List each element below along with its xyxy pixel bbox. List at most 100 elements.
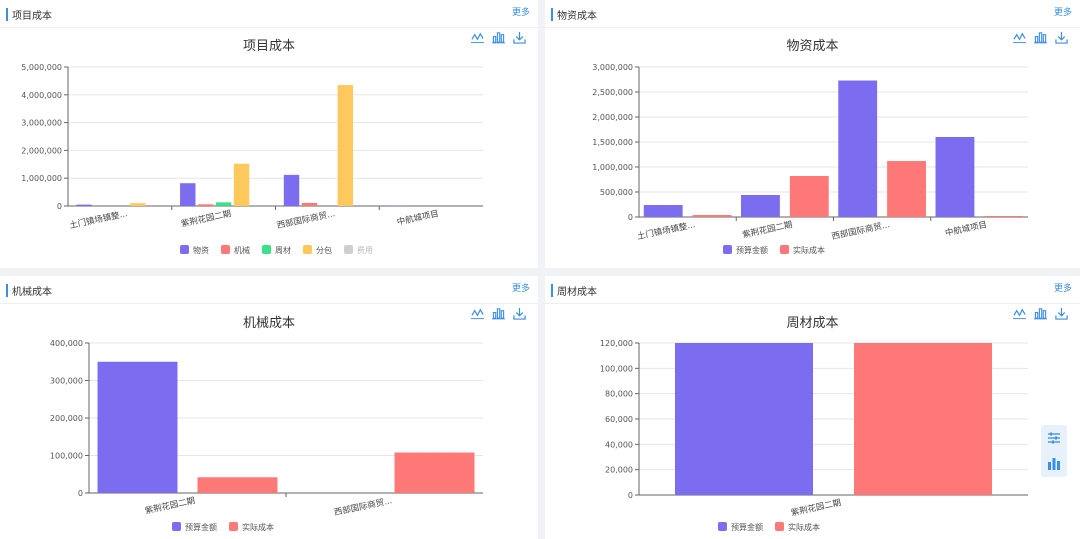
x-tick-label: 紫荆花园二期 <box>741 219 793 240</box>
chart-toolbox <box>1013 307 1068 320</box>
bar-chart-icon[interactable] <box>1034 307 1047 320</box>
line-chart-icon[interactable] <box>1013 307 1026 320</box>
legend-label: 物资 <box>193 245 209 255</box>
bar[interactable] <box>935 137 975 217</box>
header-accent <box>551 8 553 21</box>
panel-title: 周材成本 <box>557 287 597 298</box>
legend-item[interactable]: 实际成本 <box>780 245 825 255</box>
header-accent <box>551 284 553 297</box>
legend-swatch <box>723 245 732 254</box>
bar[interactable] <box>97 361 178 493</box>
y-tick-label: 500,000 <box>600 188 633 197</box>
bar[interactable] <box>692 215 732 217</box>
bar-chart-icon[interactable] <box>492 31 505 44</box>
legend-item[interactable]: 预算金额 <box>723 245 768 255</box>
more-link[interactable]: 更多 <box>1053 8 1072 18</box>
legend-label: 预算金额 <box>185 522 217 532</box>
header-accent <box>6 284 8 297</box>
x-tick-label: 西部国际商贸... <box>333 495 393 518</box>
panel-title: 物资成本 <box>557 11 597 22</box>
x-tick-label: 中航城项目 <box>944 219 988 239</box>
y-tick-label: 400,000 <box>50 339 83 348</box>
bar[interactable] <box>789 176 829 217</box>
chart-title: 机械成本 <box>242 316 295 331</box>
y-tick-label: 4,000,000 <box>21 91 62 100</box>
more-link[interactable]: 更多 <box>511 8 530 18</box>
bar-chart-icon[interactable] <box>1034 31 1047 44</box>
y-tick-label: 100,000 <box>50 452 83 461</box>
bar-chart: 0 1,000,000 2,000,000 3,000,000 4,000,000 5,0… <box>21 63 483 255</box>
bar[interactable] <box>887 161 926 217</box>
chart-toolbox <box>471 307 526 320</box>
y-tick-label: 80,000 <box>605 390 633 399</box>
more-link[interactable]: 更多 <box>511 284 530 294</box>
bar[interactable] <box>197 204 214 206</box>
bar[interactable] <box>394 452 475 494</box>
y-tick-label: 60,000 <box>605 415 633 424</box>
download-icon[interactable] <box>513 31 526 44</box>
legend-label: 预算金额 <box>731 522 763 532</box>
y-tick-label: 1,000,000 <box>592 163 633 172</box>
x-tick-label: 紫荆花园二期 <box>790 497 842 518</box>
legend-item[interactable]: 物资 <box>180 245 209 255</box>
x-tick-label: 中航城项目 <box>396 208 440 228</box>
legend-item[interactable]: 周材 <box>262 245 291 255</box>
legend-swatch <box>718 522 727 531</box>
bar[interactable] <box>984 216 1024 217</box>
bar-chart-icon[interactable] <box>1047 456 1061 470</box>
sliders-icon[interactable] <box>1047 431 1061 445</box>
bar[interactable] <box>741 195 780 217</box>
legend-item[interactable]: 预算金额 <box>172 522 217 532</box>
bar[interactable] <box>387 205 403 206</box>
bar[interactable] <box>675 343 813 495</box>
bar-chart-icon[interactable] <box>492 307 505 320</box>
legend-item[interactable]: 实际成本 <box>775 522 820 532</box>
legend-swatch <box>780 245 789 254</box>
more-link[interactable]: 更多 <box>1053 284 1072 294</box>
panel-machinery-cost: 机械成本 更多 机械成本 0 100,000 200,000 300,000 400,0… <box>0 276 538 539</box>
bar[interactable] <box>301 202 318 206</box>
bar[interactable] <box>233 163 250 206</box>
bar[interactable] <box>180 183 196 206</box>
panel-material-cost: 物资成本 更多 物资成本 0 500,000 1,000,000 1,500,000 2… <box>545 0 1080 268</box>
y-tick-label: 0 <box>57 202 62 211</box>
panel-turnover-material-cost: 周材成本 更多 周材成本 0 20,000 40,000 60,000 80,000 10… <box>545 276 1080 539</box>
bar[interactable] <box>76 204 92 206</box>
bar[interactable] <box>337 85 354 206</box>
y-tick-label: 20,000 <box>605 466 633 475</box>
line-chart-icon[interactable] <box>471 307 484 320</box>
legend-item[interactable]: 费用 <box>344 245 373 255</box>
y-tick-label: 3,000,000 <box>592 63 633 72</box>
download-icon[interactable] <box>513 307 526 320</box>
y-tick-label: 200,000 <box>50 414 83 423</box>
legend-label: 实际成本 <box>793 245 825 255</box>
bar[interactable] <box>854 343 992 495</box>
bar-chart: 0 100,000 200,000 300,000 400,000 紫荆花园二期 西部国际商… <box>50 339 483 532</box>
bar[interactable] <box>215 202 232 206</box>
legend-item[interactable]: 机械 <box>221 245 250 255</box>
panel-header: 物资成本 更多 <box>545 0 1080 28</box>
floating-toolbar <box>1041 425 1067 477</box>
bar[interactable] <box>130 203 146 206</box>
y-tick-label: 2,000,000 <box>592 113 633 122</box>
legend-swatch <box>775 522 784 531</box>
x-tick-label: 土门镇场镇整... <box>636 219 696 242</box>
legend-swatch <box>221 245 230 254</box>
bar[interactable] <box>838 80 878 218</box>
bar[interactable] <box>643 205 683 217</box>
line-chart-icon[interactable] <box>471 31 484 44</box>
legend-item[interactable]: 预算金额 <box>718 522 763 532</box>
x-tick-label: 西部国际商贸... <box>831 219 891 242</box>
line-chart-icon[interactable] <box>1013 31 1026 44</box>
header-accent <box>6 8 8 21</box>
legend-item[interactable]: 实际成本 <box>229 522 274 532</box>
y-tick-label: 3,000,000 <box>21 119 62 128</box>
download-icon[interactable] <box>1055 307 1068 320</box>
download-icon[interactable] <box>1055 31 1068 44</box>
y-tick-label: 0 <box>628 213 633 222</box>
bar[interactable] <box>197 477 278 493</box>
legend-item[interactable]: 分包 <box>303 245 332 255</box>
bar[interactable] <box>283 174 300 206</box>
legend-label: 实际成本 <box>242 522 274 532</box>
x-tick-label: 西部国际商贸... <box>276 208 336 231</box>
